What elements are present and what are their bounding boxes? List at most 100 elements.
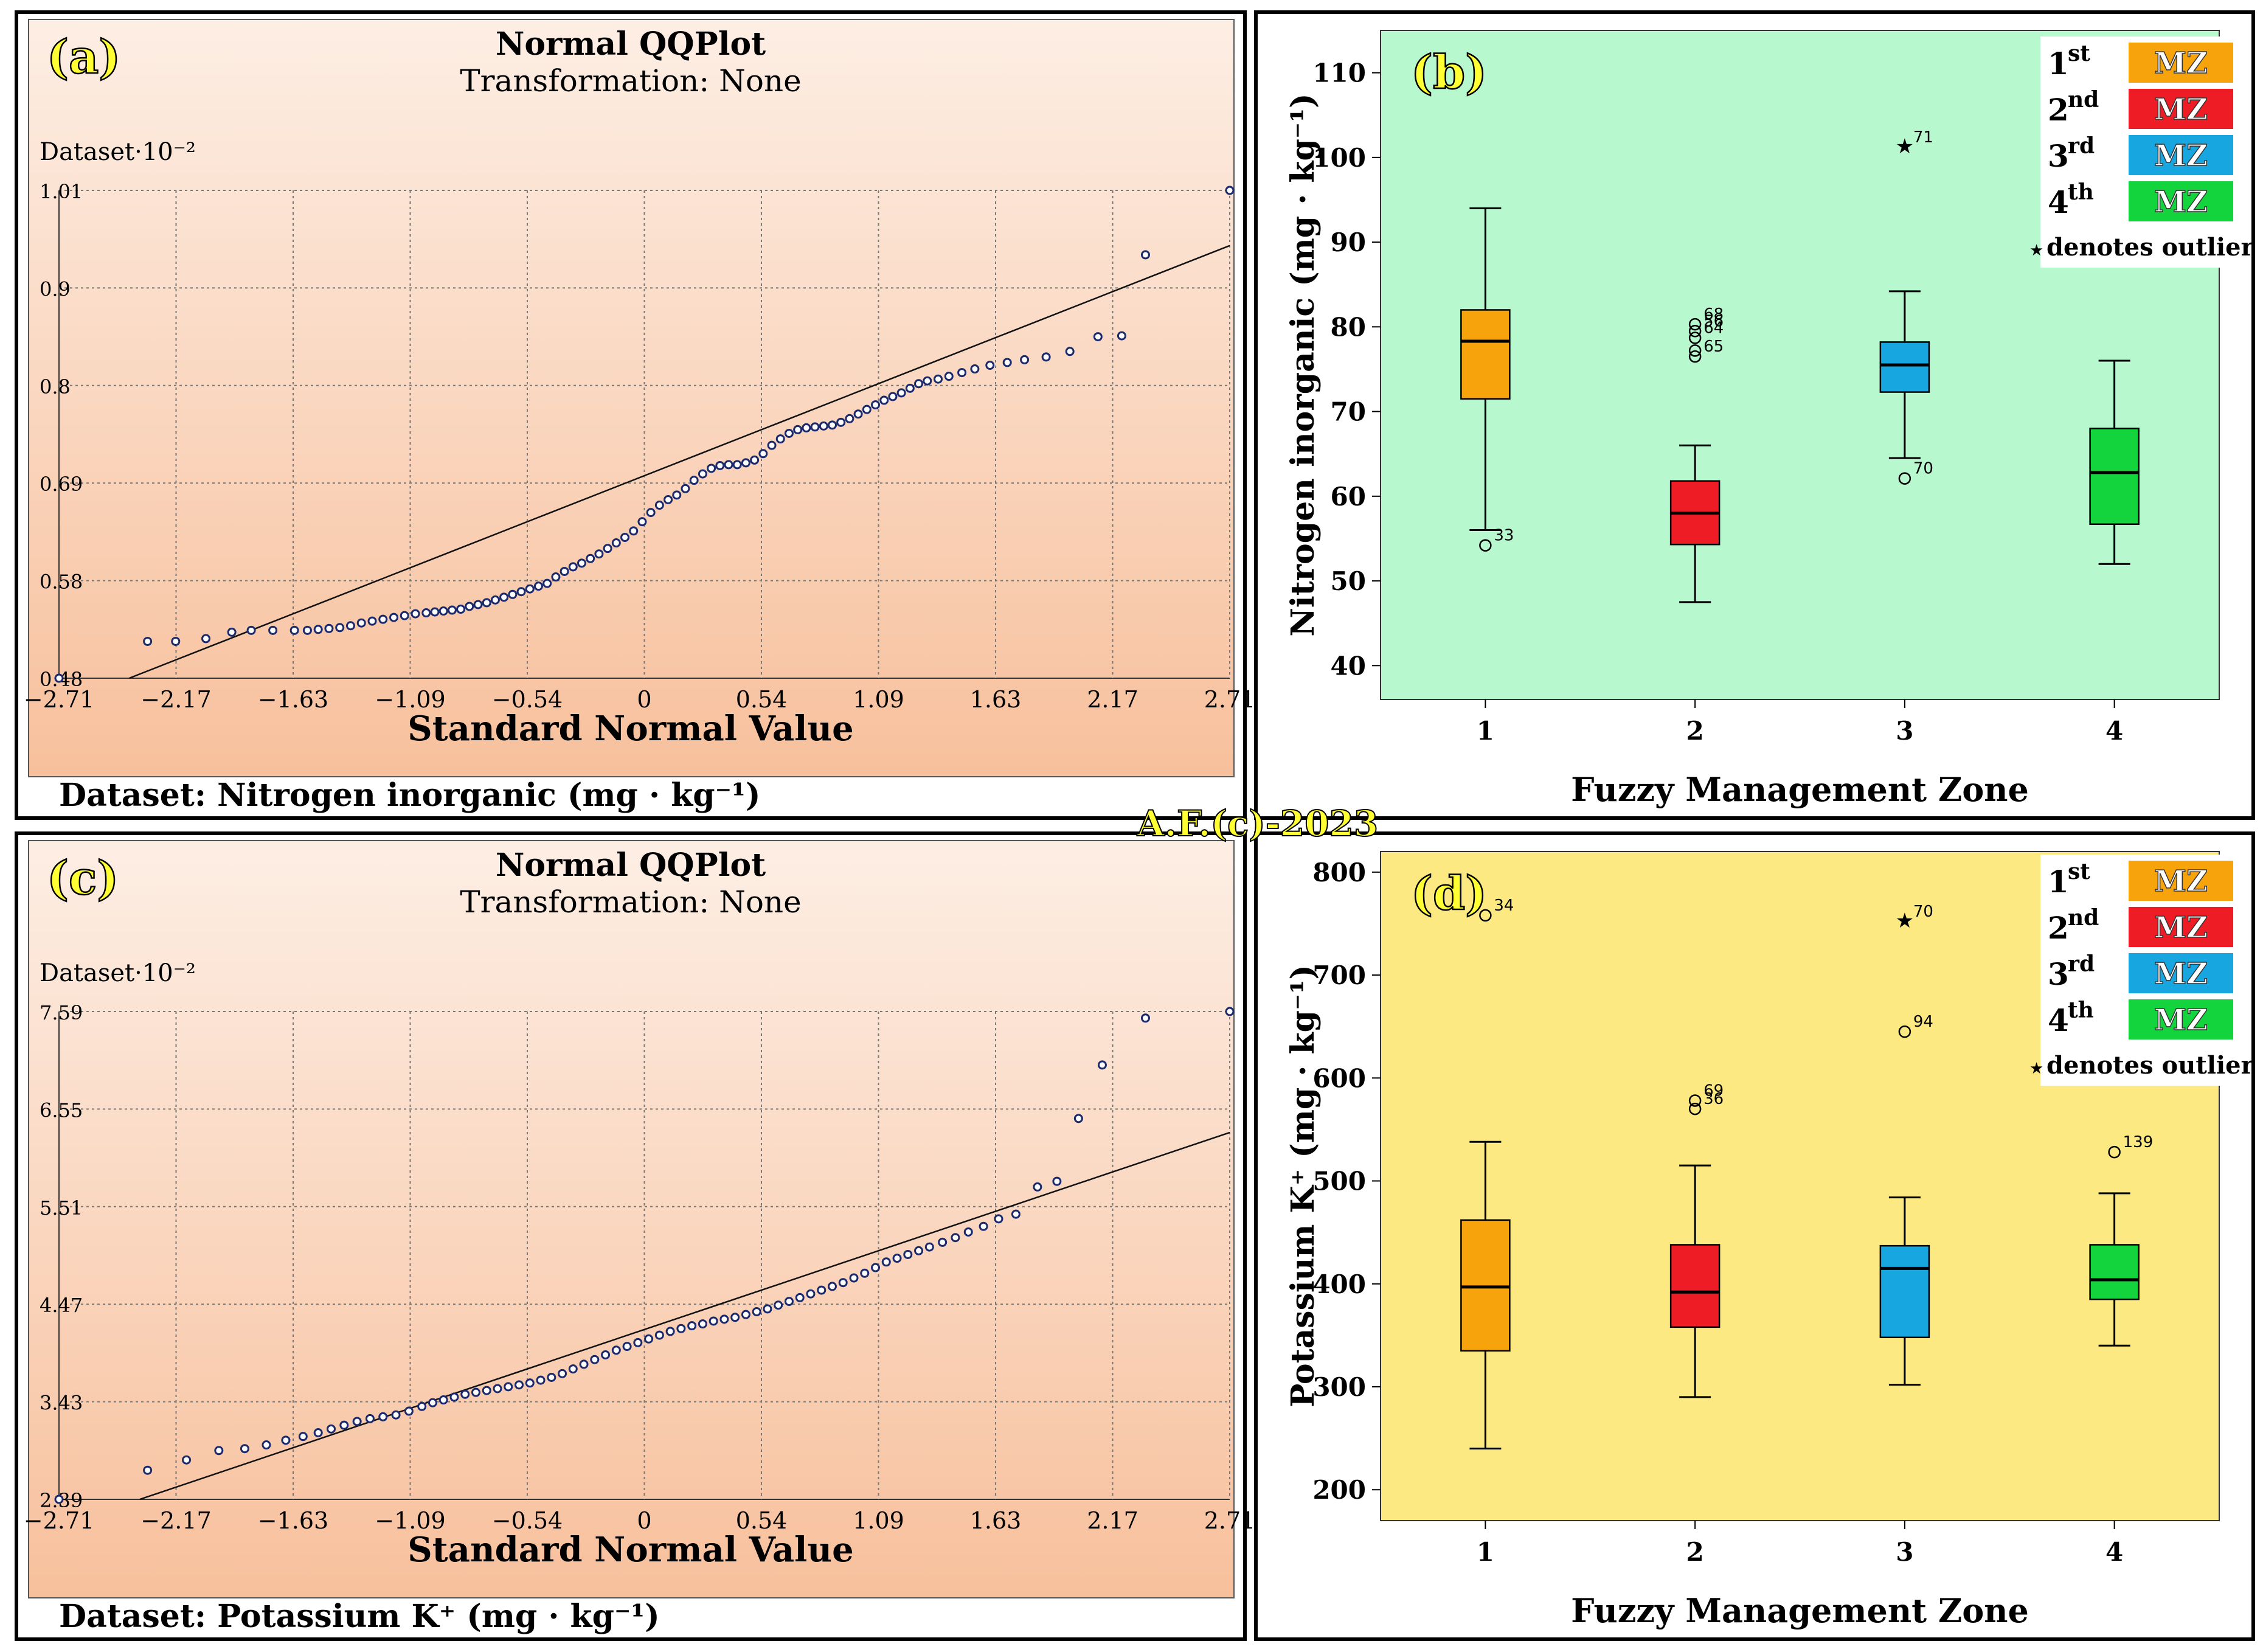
data-point bbox=[389, 613, 399, 622]
outlier-label: 64 bbox=[1703, 319, 1724, 337]
panel-label: (a) bbox=[47, 30, 120, 84]
legend-tag: MZ bbox=[2154, 1003, 2208, 1037]
y-tick-label: 0.9 bbox=[40, 277, 71, 300]
legend-item: 4th MZ bbox=[2048, 998, 2233, 1039]
outlier-circle bbox=[1688, 331, 1702, 344]
legend-tag: MZ bbox=[2154, 139, 2208, 173]
data-point bbox=[590, 1355, 600, 1364]
panel-label: (b) bbox=[1411, 45, 1487, 99]
data-point bbox=[1140, 250, 1150, 260]
data-point bbox=[143, 1465, 153, 1475]
data-point bbox=[741, 1310, 750, 1319]
y-tick-label: 60 bbox=[1331, 482, 1366, 512]
x-ticks: −2.71 −2.17 −1.63 −1.09 −0.54 0 0.54 1.09 1.63 2.… bbox=[24, 190, 1255, 713]
data-point bbox=[633, 1338, 643, 1347]
data-point bbox=[404, 1406, 414, 1416]
outlier-label: 34 bbox=[1494, 897, 1514, 915]
data-point bbox=[533, 581, 543, 591]
data-point bbox=[730, 1313, 740, 1322]
data-point bbox=[456, 605, 466, 614]
box-zone-1 bbox=[1460, 207, 1511, 532]
data-point bbox=[525, 1378, 535, 1388]
outlier-circle bbox=[1898, 1025, 1911, 1038]
legend-swatch bbox=[2129, 953, 2233, 993]
data-point bbox=[879, 395, 889, 405]
data-point bbox=[1041, 352, 1051, 362]
data-point bbox=[460, 1389, 470, 1399]
x-tick-label: 4 bbox=[2105, 716, 2123, 746]
x-tick-label: 2.17 bbox=[1087, 1507, 1138, 1534]
outlier-star-icon: ★ bbox=[2029, 1060, 2043, 1078]
legend-item: 4th MZ bbox=[2048, 179, 2233, 221]
plot-background bbox=[28, 840, 1235, 1598]
data-point bbox=[629, 526, 639, 536]
data-point bbox=[1002, 358, 1012, 367]
data-point bbox=[352, 1417, 362, 1426]
data-point bbox=[810, 422, 820, 432]
data-point bbox=[732, 460, 742, 470]
panel-label: (d) bbox=[1411, 866, 1487, 920]
outlier-circle bbox=[2108, 1145, 2121, 1159]
data-point bbox=[888, 392, 898, 401]
data-point bbox=[654, 501, 664, 510]
legend-ordinal-suffix: rd bbox=[2068, 133, 2095, 159]
data-point bbox=[838, 1278, 848, 1288]
data-point bbox=[994, 1214, 1003, 1224]
x-tick-label: −0.54 bbox=[492, 1507, 563, 1534]
legend-ordinal-suffix: nd bbox=[2068, 905, 2099, 931]
box-zone-4 bbox=[2089, 1192, 2140, 1347]
data-point bbox=[482, 598, 491, 608]
y-tick-label: 700 bbox=[1312, 960, 1366, 990]
data-point bbox=[411, 609, 420, 619]
legend-ordinal: 4 bbox=[2048, 184, 2069, 220]
data-point bbox=[795, 1293, 805, 1302]
legend-ordinal-suffix: st bbox=[2068, 41, 2090, 66]
data-point bbox=[504, 1382, 513, 1392]
data-point bbox=[871, 400, 881, 410]
legend-swatch bbox=[2129, 181, 2233, 221]
x-axis-label: Fuzzy Management Zone bbox=[1571, 770, 2029, 809]
data-point bbox=[862, 404, 872, 414]
data-point bbox=[586, 554, 595, 563]
data-point bbox=[1097, 1060, 1107, 1070]
data-point bbox=[793, 425, 803, 434]
y-tick-label: 4.47 bbox=[40, 1294, 83, 1317]
data-point bbox=[560, 566, 569, 576]
legend-ordinal-suffix: st bbox=[2068, 859, 2090, 884]
data-point bbox=[171, 636, 181, 646]
reference-line bbox=[139, 1131, 1230, 1501]
data-point bbox=[143, 636, 153, 646]
x-tick-label: 0.54 bbox=[736, 686, 788, 713]
data-point bbox=[758, 449, 768, 459]
y-tick-label: 80 bbox=[1331, 312, 1366, 342]
legend-ordinal-suffix: rd bbox=[2068, 951, 2095, 977]
outlier-star-icon: ★ bbox=[2029, 241, 2043, 260]
data-point bbox=[201, 634, 211, 644]
data-point bbox=[664, 495, 673, 504]
data-point bbox=[689, 476, 699, 485]
data-point bbox=[577, 558, 587, 568]
box-iqr bbox=[1669, 1244, 1721, 1328]
data-point bbox=[719, 1314, 729, 1324]
data-point bbox=[400, 611, 409, 620]
data-point bbox=[246, 625, 256, 635]
y-tick-label: 70 bbox=[1331, 397, 1366, 427]
legend-swatch bbox=[2129, 907, 2233, 947]
data-point bbox=[750, 455, 760, 465]
data-point bbox=[924, 1242, 934, 1252]
legend-ordinal: 1 bbox=[2048, 46, 2069, 82]
data-point bbox=[54, 1494, 64, 1504]
legend-ordinal-suffix: th bbox=[2068, 179, 2094, 205]
data-point bbox=[817, 1285, 827, 1295]
box-zone-4 bbox=[2089, 359, 2140, 565]
legend-ordinal: 3 bbox=[2048, 138, 2069, 174]
outlier-circle bbox=[1688, 1094, 1702, 1107]
legend-item: 2nd MZ bbox=[2048, 905, 2233, 947]
x-tick-label: 2.17 bbox=[1087, 686, 1138, 713]
x-tick-label: 0.54 bbox=[736, 1507, 788, 1534]
data-point bbox=[1065, 347, 1075, 356]
data-point bbox=[620, 532, 630, 542]
data-point bbox=[687, 1321, 697, 1331]
